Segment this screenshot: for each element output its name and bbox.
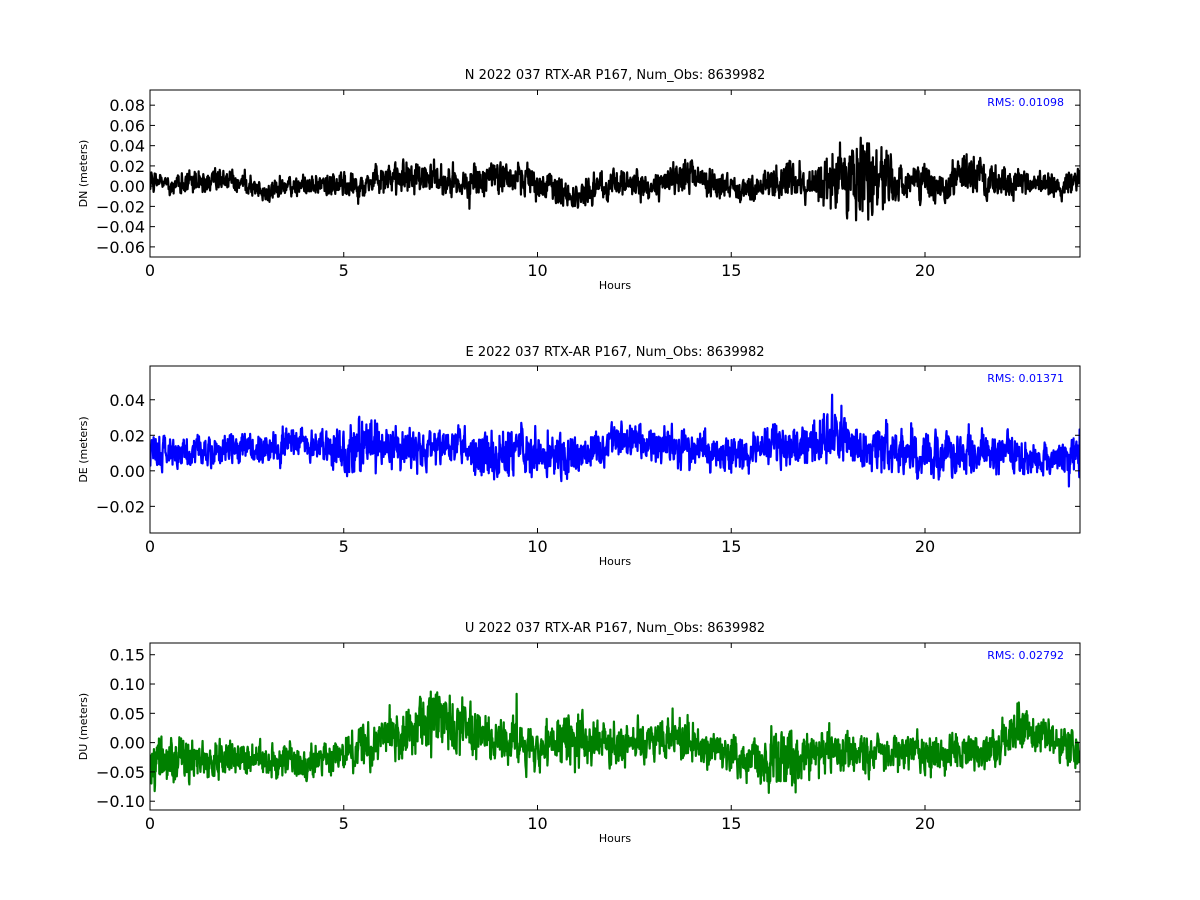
y-tick-label: 0.00 (109, 734, 145, 753)
series-line (150, 136, 1080, 222)
y-tick-label: −0.04 (96, 218, 145, 237)
x-tick-label: 0 (145, 537, 155, 556)
series-marks (150, 393, 1080, 488)
panel-up: U 2022 037 RTX-AR P167, Num_Obs: 8639982… (77, 621, 1081, 845)
y-axis-label: DE (meters) (77, 416, 90, 482)
x-axis-label: Hours (599, 832, 631, 845)
y-axis-label: DN (meters) (77, 140, 90, 208)
x-tick-label: 5 (339, 537, 349, 556)
rms-annotation: RMS: 0.01371 (987, 372, 1064, 385)
y-tick-label: 0.04 (109, 391, 145, 410)
chart-title: E 2022 037 RTX-AR P167, Num_Obs: 8639982 (466, 345, 765, 360)
rms-annotation: RMS: 0.01098 (987, 96, 1064, 109)
series-marks (150, 690, 1080, 794)
y-tick-label: 0.02 (109, 157, 145, 176)
y-tick-label: 0.15 (109, 646, 145, 665)
y-tick-label: 0.06 (109, 116, 145, 135)
x-axis-label: Hours (599, 279, 631, 292)
y-tick-label: −0.05 (96, 763, 145, 782)
y-tick-label: −0.02 (96, 497, 145, 516)
y-tick-label: −0.02 (96, 197, 145, 216)
y-axis-label: DU (meters) (77, 693, 90, 760)
y-tick-label: 0.08 (109, 96, 145, 115)
x-tick-label: 20 (915, 814, 935, 833)
x-tick-label: 15 (721, 261, 741, 280)
y-tick-label: 0.10 (109, 675, 145, 694)
ticks: 0 5 10 15 20 −0.06−0.04 −0.020.000.020.04 0.060… (96, 90, 1080, 280)
y-tick-label: −0.06 (96, 238, 145, 257)
x-tick-label: 0 (145, 261, 155, 280)
x-tick-label: 15 (721, 814, 741, 833)
chart-title: U 2022 037 RTX-AR P167, Num_Obs: 8639982 (465, 621, 765, 636)
x-tick-label: 5 (339, 814, 349, 833)
x-tick-label: 10 (527, 814, 547, 833)
ticks: 0 5 10 15 20 −0.02 0.00 0.02 0.04 (96, 366, 1080, 556)
y-tick-label: 0.00 (109, 462, 145, 481)
x-tick-label: 20 (915, 261, 935, 280)
y-tick-label: −0.10 (96, 792, 145, 811)
x-tick-label: 0 (145, 814, 155, 833)
series-marks (150, 136, 1080, 222)
panel-east: E 2022 037 RTX-AR P167, Num_Obs: 8639982… (77, 345, 1081, 568)
y-tick-label: 0.00 (109, 177, 145, 196)
series-line (150, 690, 1080, 794)
x-tick-label: 10 (527, 537, 547, 556)
y-tick-label: 0.02 (109, 426, 145, 445)
x-tick-label: 10 (527, 261, 547, 280)
y-tick-label: 0.04 (109, 137, 145, 156)
x-tick-label: 5 (339, 261, 349, 280)
x-tick-label: 15 (721, 537, 741, 556)
y-tick-label: 0.05 (109, 704, 145, 723)
panel-north: N 2022 037 RTX-AR P167, Num_Obs: 8639982… (77, 68, 1081, 292)
chart-title: N 2022 037 RTX-AR P167, Num_Obs: 8639982 (465, 68, 765, 83)
x-tick-label: 20 (915, 537, 935, 556)
x-axis-label: Hours (599, 555, 631, 568)
plot-frame (149, 642, 1081, 811)
rms-annotation: RMS: 0.02792 (987, 649, 1064, 662)
plot-frame (149, 365, 1081, 534)
plot-frame (149, 89, 1081, 258)
series-line (150, 393, 1080, 488)
ticks: 0 5 10 15 20 −0.10 −0.05 0.00 0.05 0.10 0.15 (96, 643, 1080, 833)
